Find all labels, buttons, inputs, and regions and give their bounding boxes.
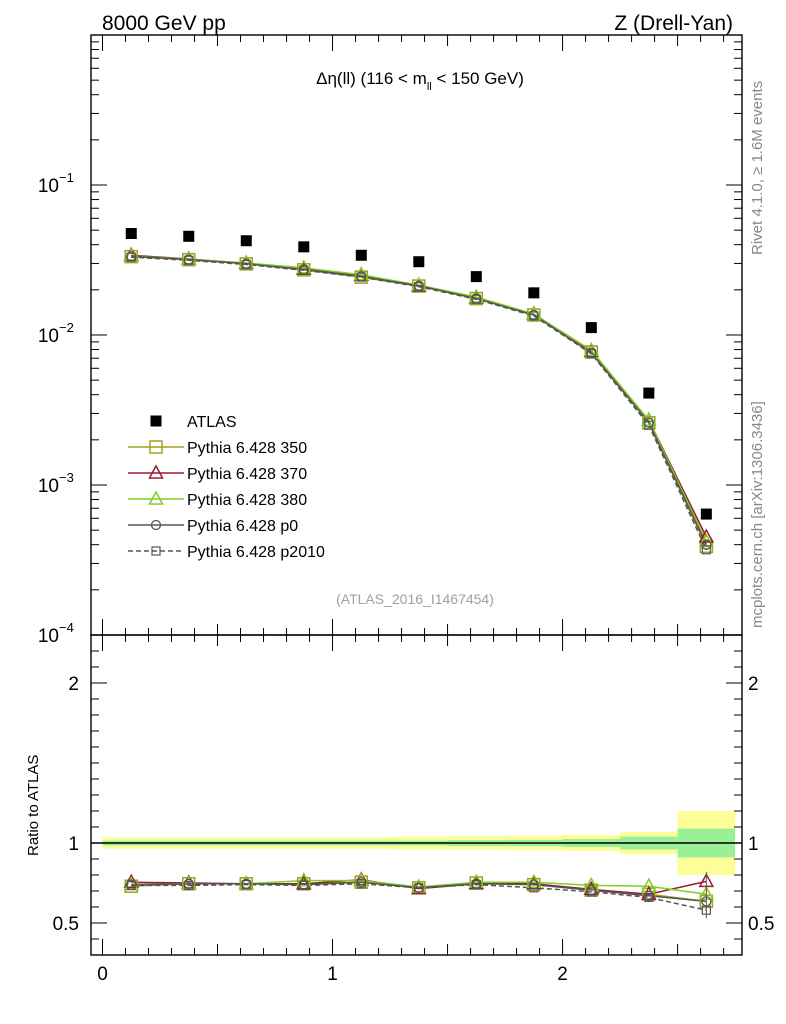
ratio-point [299,880,309,891]
y-tick-label-base: 10 [38,476,59,497]
ratio-y-tick-label-right: 0.5 [748,914,774,935]
legend-label: Pythia 6.428 p0 [187,518,298,535]
ratio-y-tick-label-left: 0.5 [53,914,79,935]
atlas-data-point [125,227,137,239]
main-panel: 10−110−210−310−4 [38,34,743,647]
atlas-data-point [240,235,252,247]
data-point [297,263,311,277]
legend-label: Pythia 6.428 380 [187,492,307,509]
plot-title-suffix: < 150 GeV) [432,69,524,88]
data-point [698,528,715,543]
rivet-label: Rivet 4.1.0, ≥ 1.6M events [749,81,766,255]
plot-title: Δη(ll) (116 < mll < 150 GeV) [316,69,524,93]
data-point [124,249,139,264]
y-tick-label-exp: −4 [59,620,74,635]
legend-label: Pythia 6.428 370 [187,466,307,483]
atlas-data-point [528,287,540,299]
legend-marker [149,440,163,454]
data-point [701,545,711,555]
atlas-data-point [413,256,425,268]
legend-marker [148,464,164,479]
data-point [414,282,424,292]
ratio-point [529,883,539,893]
watermark: (ATLAS_2016_I1467454) [336,591,494,607]
legend-marker [150,519,162,531]
y-tick-label-exp: −1 [59,170,74,185]
ratio-point [644,892,654,903]
data-point [241,259,251,270]
atlas-data-point [470,271,482,283]
data-point [356,272,366,282]
data-point [586,349,596,359]
data-point [527,308,541,322]
ratio-point [414,883,424,893]
data-point [299,265,309,275]
legend-marker [148,490,164,505]
ratio-point [356,879,366,889]
y-tick-label-base: 10 [38,326,59,347]
header-left: 8000 GeV pp [102,12,226,35]
legend-label: Pythia 6.428 350 [187,440,307,457]
data-point [184,255,194,265]
mcplots-label: mcplots.cern.ch [arXiv:1306.3436] [749,401,766,628]
data-point [354,270,369,284]
y-tick-label-base: 10 [38,626,59,647]
ratio-frame [90,634,743,956]
plot-title-sub: ll [427,81,432,93]
atlas-data-point [355,249,367,261]
data-point [698,532,715,548]
legend-marker [151,546,161,556]
data-point [529,311,539,321]
ratio-point [411,880,427,895]
data-point [471,294,481,304]
ratio-point [471,879,481,890]
series-line-ratio [131,881,707,903]
legend-marker [150,415,162,427]
data-point [126,252,136,262]
legend-label: ATLAS [187,414,237,431]
data-point [469,291,484,306]
series-line-main [131,255,708,546]
ratio-y-tick-label-left: 1 [68,834,79,855]
legend-label: Pythia 6.428 p2010 [187,544,325,561]
ratio-point [241,879,251,890]
series-line-main [131,256,708,551]
ratio-point [184,880,194,891]
plot-title-prefix: Δη(ll) (116 < m [316,69,427,88]
legend: ATLAS Pythia 6.428 350 Pythia 6.428 370 Pyt… [128,414,325,561]
ratio-y-tick-label-right: 1 [748,834,759,855]
ratio-point [126,880,136,891]
ratio-ylabel: Ratio to ATLAS [25,755,42,856]
ratio-point [296,872,312,887]
y-tick-label-exp: −3 [59,470,74,485]
ratio-panel: 0.5 0.5 1 1 2 2 0 1 2 [53,634,774,985]
ratio-y-tick-label-right: 2 [748,674,759,695]
ratio-point [527,877,541,892]
data-point [644,420,654,430]
ratio-point [586,887,596,897]
x-tick-label: 1 [327,964,338,985]
x-tick-label: 0 [97,964,108,985]
atlas-data-point [585,322,597,334]
data-point [701,539,712,550]
ratio-point [641,877,657,892]
atlas-data-point [700,508,712,520]
y-tick-label-base: 10 [38,176,59,197]
y-tick-label-exp: −2 [59,320,74,335]
ratio-point [583,876,600,892]
atlas-data-point [183,230,195,242]
ratio-y-tick-label-left: 2 [68,674,79,695]
x-tick-label: 2 [557,964,568,985]
header-right: Z (Drell-Yan) [614,12,733,35]
atlas-data-point [643,387,655,399]
atlas-data-point [298,241,310,253]
